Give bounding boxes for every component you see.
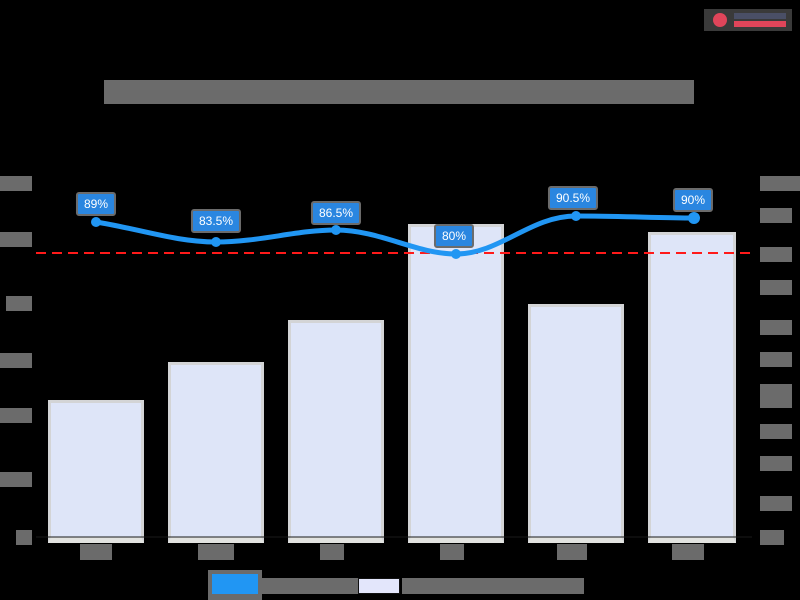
line-markers [91, 211, 700, 259]
point-label: 83.5% [190, 209, 242, 233]
logo-text-top [734, 13, 786, 19]
logo-text-bottom [734, 21, 786, 27]
logo-mark-icon [713, 13, 727, 27]
percentage-line [93, 213, 697, 257]
brand-logo [704, 9, 792, 31]
left-axis-tick-label [16, 530, 32, 545]
x-axis-category-label [320, 544, 344, 560]
point-label: 86.5% [310, 201, 362, 225]
x-axis-category-label [672, 544, 704, 560]
point-label: 80% [433, 224, 475, 248]
right-axis-tick-label [760, 530, 784, 545]
left-axis-tick-label [0, 353, 32, 368]
left-axis-tick-label [6, 296, 32, 311]
right-axis-tick-label [760, 496, 792, 511]
right-axis-tick-label [760, 424, 792, 439]
right-axis-tick-label [760, 176, 800, 191]
legend-item-line[interactable] [208, 570, 262, 600]
point-label: 89% [75, 192, 117, 216]
right-axis-tick-label [760, 208, 792, 223]
right-axis-tick-label [760, 352, 792, 367]
left-axis-tick-label [0, 232, 32, 247]
line-swatch-icon [212, 574, 258, 594]
left-axis-tick-label [0, 472, 32, 487]
x-axis-category-label [557, 544, 587, 560]
legend-label-line [262, 578, 358, 594]
bar-5[interactable] [528, 304, 624, 543]
right-axis-tick-label [760, 280, 792, 295]
bar-2[interactable] [168, 362, 264, 543]
left-axis-tick-label [0, 408, 32, 423]
point-label: 90.5% [547, 186, 599, 210]
chart-title [104, 80, 694, 104]
right-axis-tick-label [760, 247, 792, 262]
bar-1[interactable] [48, 400, 144, 543]
bar-3[interactable] [288, 320, 384, 543]
legend-label-bar [402, 578, 584, 594]
right-axis-tick-label [760, 384, 792, 408]
legend-item-bar[interactable] [358, 578, 400, 594]
x-axis-category-label [80, 544, 112, 560]
bar-4[interactable] [408, 224, 504, 543]
x-axis-category-label [440, 544, 464, 560]
left-axis-tick-label [0, 176, 32, 191]
x-axis-category-label [198, 544, 234, 560]
right-axis-tick-label [760, 320, 792, 335]
legend [208, 570, 584, 600]
right-axis-tick-label [760, 456, 792, 471]
point-label: 90% [672, 188, 714, 212]
bar-6[interactable] [648, 232, 736, 543]
